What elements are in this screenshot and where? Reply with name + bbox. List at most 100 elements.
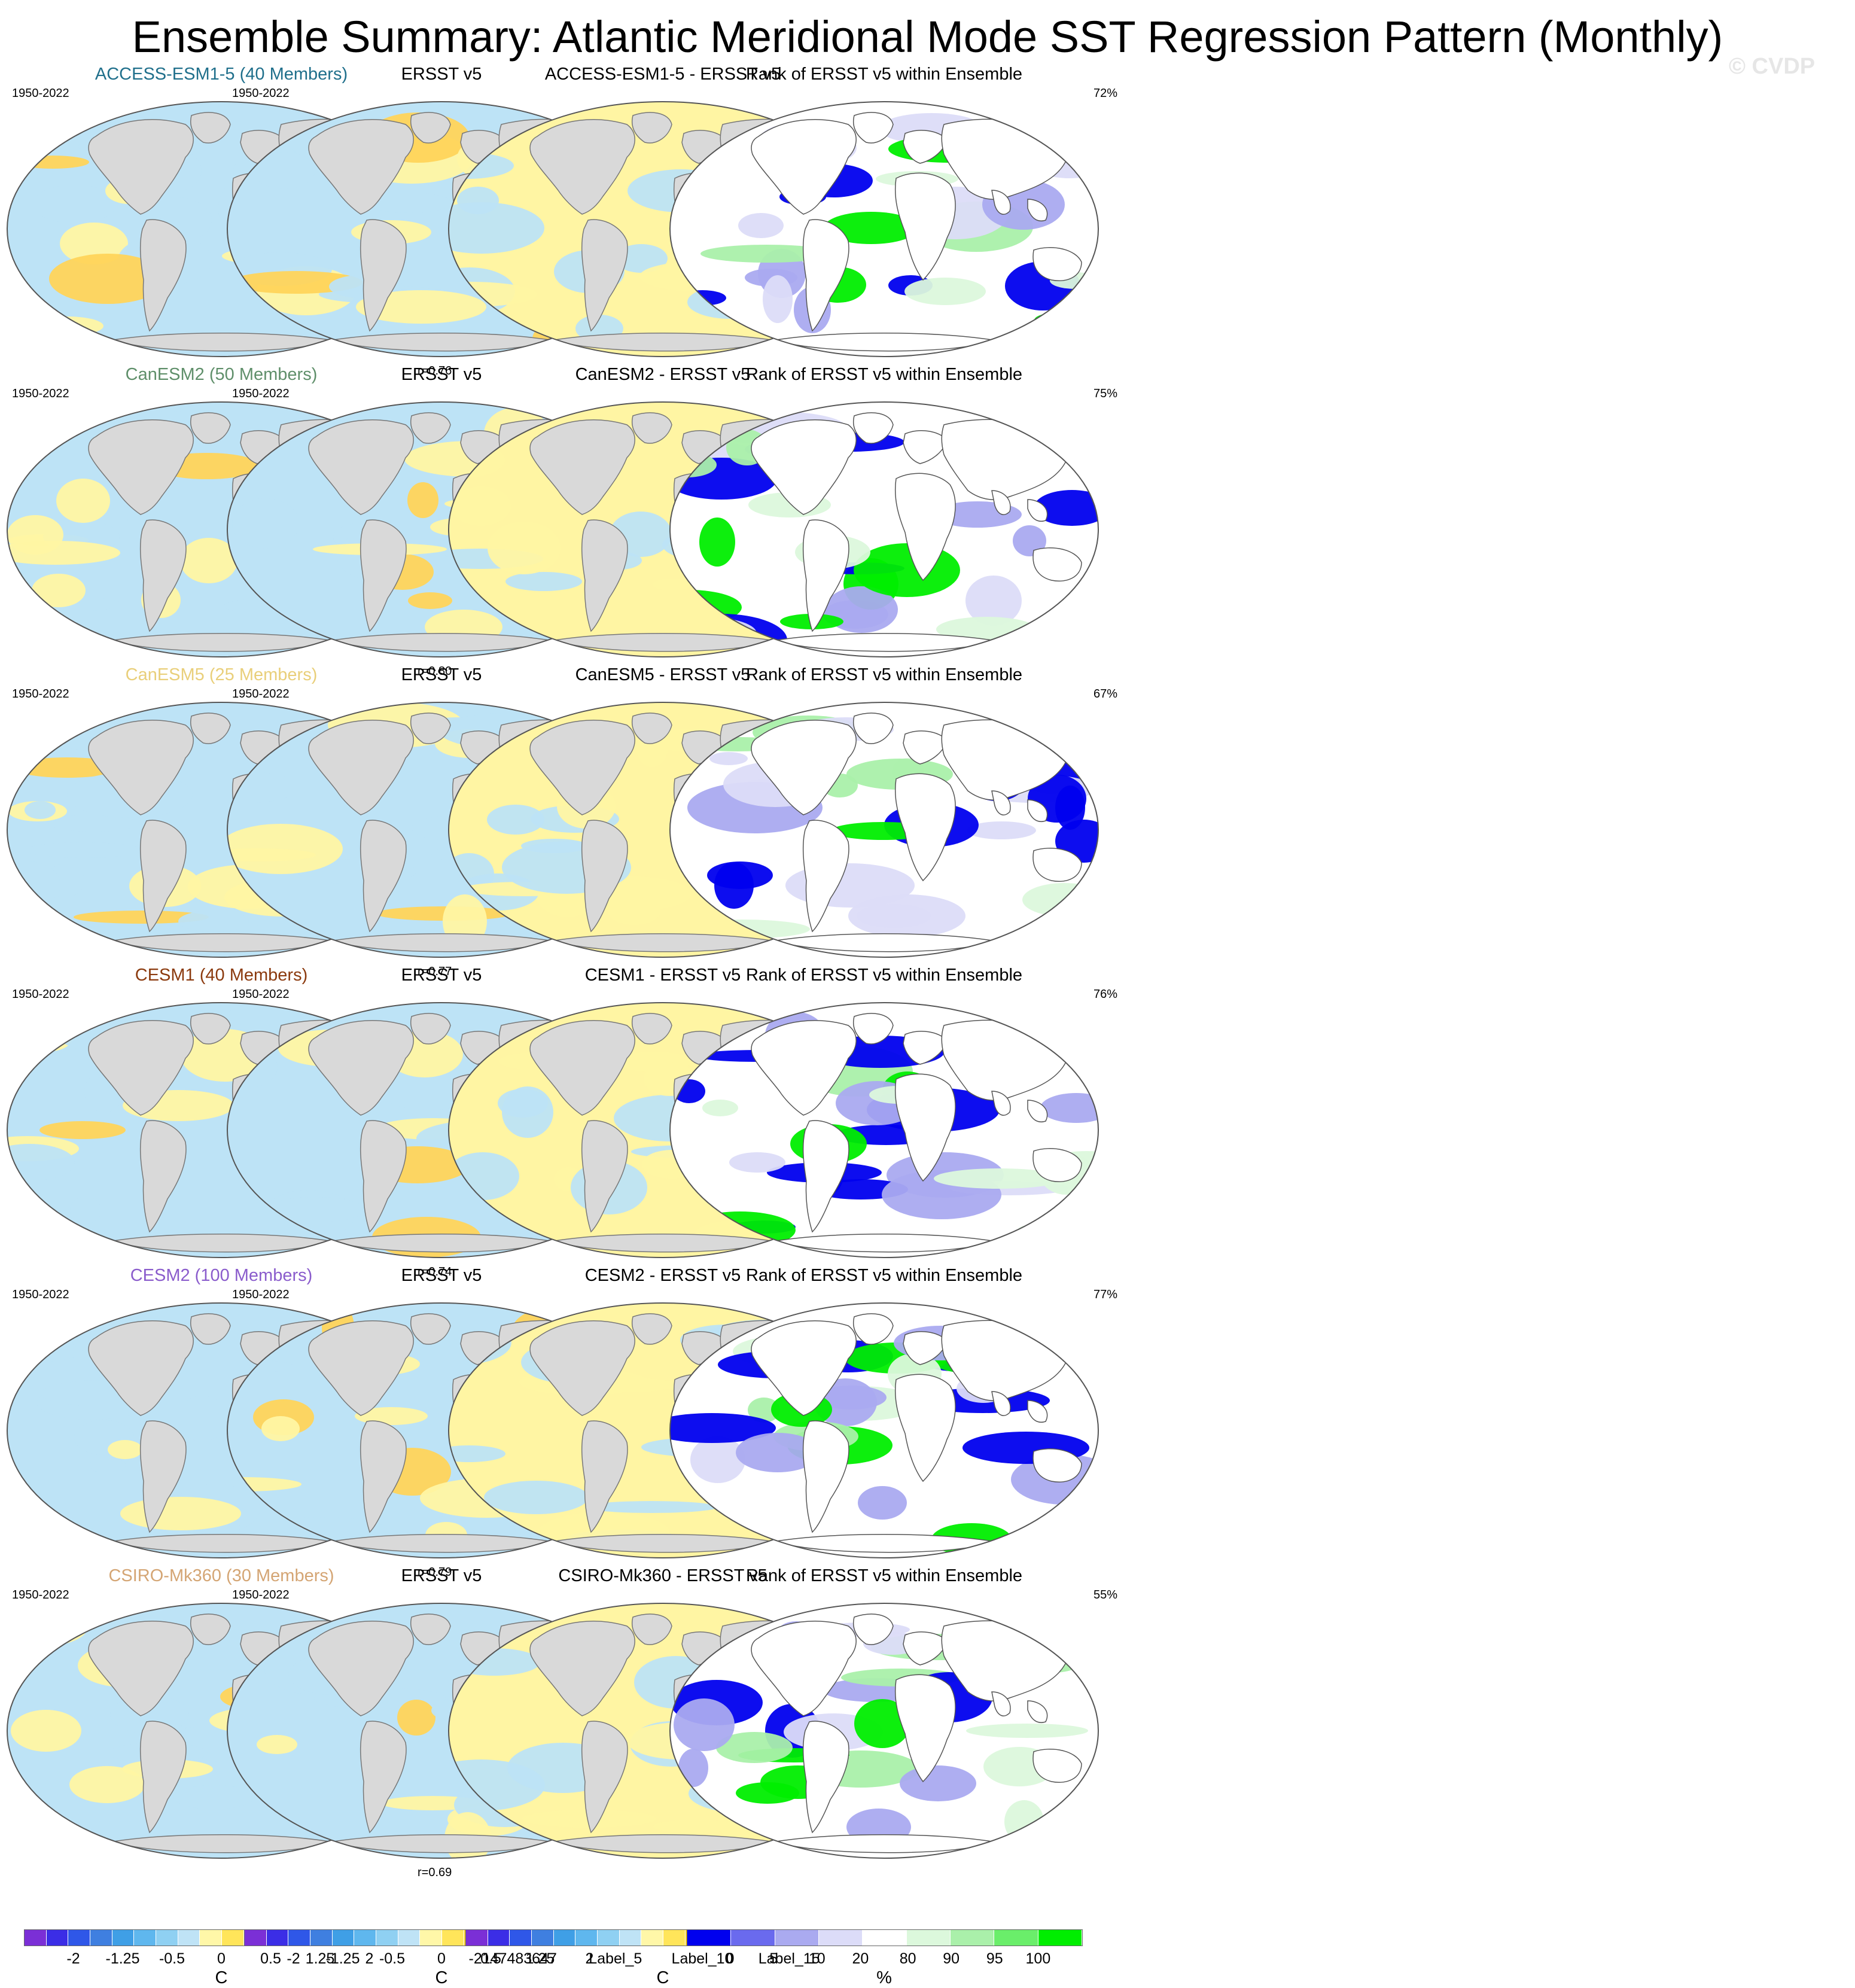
rank-colorbar (687, 1929, 1083, 1946)
period-label: 1950-2022 (232, 988, 290, 1001)
difference-title: CESM2 - ERSST v5 (584, 1266, 741, 1285)
colorbar-tick-label: -2 (287, 1950, 300, 1967)
colorbar-swatch (25, 1930, 47, 1946)
colorbar-tick-label: 20 (852, 1950, 869, 1967)
pattern-correlation-label: r=0.77 (418, 965, 452, 978)
colorbar-tick-label: 10 (808, 1950, 826, 1967)
rank-percent-label: 72% (1093, 87, 1118, 100)
rank-percent-label: 55% (1093, 1588, 1118, 1602)
period-label: 1950-2022 (232, 387, 290, 400)
colorbar-swatch (68, 1930, 91, 1946)
rank-map (669, 702, 1099, 958)
colorbar-tick-label: -0.5 (159, 1950, 185, 1967)
colorbar-swatch (178, 1930, 200, 1946)
colorbar-swatch (553, 1930, 576, 1946)
colorbar-swatch (134, 1930, 157, 1946)
pattern-correlation-label: r=0.80 (418, 665, 452, 678)
colorbar-swatch (818, 1930, 863, 1946)
colorbar-swatch (598, 1930, 620, 1946)
obs-title: ERSST v5 (401, 65, 482, 84)
colorbar-tick-label: 2 (585, 1950, 594, 1967)
colorbar-tick-label: 0 (726, 1950, 735, 1967)
colorbar-tick-label: 95 (986, 1950, 1003, 1967)
rank-percent-label: 67% (1093, 687, 1118, 701)
colorbar-swatch (950, 1930, 995, 1946)
page-title: Ensemble Summary: Atlantic Meridional Mo… (132, 12, 1723, 62)
colorbar-swatch (156, 1930, 178, 1946)
model-title: ACCESS-ESM1-5 (40 Members) (95, 65, 348, 84)
colorbar-swatch (663, 1930, 686, 1946)
rank-title: Rank of ERSST v5 within Ensemble (745, 665, 1023, 684)
obs-title: ERSST v5 (401, 1566, 482, 1585)
colorbar-unit-label: C (215, 1968, 228, 1987)
obs-title: ERSST v5 (401, 365, 482, 384)
rank-percent-label: 75% (1093, 387, 1118, 400)
period-label: 1950-2022 (12, 87, 69, 100)
rank-title: Rank of ERSST v5 within Ensemble (745, 365, 1023, 384)
obs-title: ERSST v5 (401, 1266, 482, 1285)
rank-map (669, 401, 1099, 657)
colorbar-swatch (687, 1930, 732, 1946)
colorbar-tick-label: 0.5 (480, 1950, 501, 1967)
colorbar-unit-label: C (435, 1968, 448, 1987)
colorbar-tick-label: Label_5 (589, 1950, 642, 1967)
colorbar-tick-label: 5 (769, 1950, 778, 1967)
rank-percent-label: 77% (1093, 1288, 1118, 1301)
cvdp-watermark: © CVDP (1729, 54, 1816, 79)
difference-title: ACCESS-ESM1-5 - ERSST v5 (544, 65, 781, 84)
colorbar-tick-label: 80 (899, 1950, 916, 1967)
pattern-correlation-label: r=0.76 (418, 364, 452, 377)
colorbar-swatch (376, 1930, 398, 1946)
pattern-correlation-label: r=0.69 (418, 1866, 452, 1879)
colorbar-swatch (112, 1930, 135, 1946)
colorbar-swatch (420, 1930, 443, 1946)
colorbar-unit-label: % (876, 1968, 892, 1987)
colorbar-unit-label: C (656, 1968, 669, 1987)
colorbar-swatch (488, 1930, 510, 1946)
model-title: CSIRO-Mk360 (30 Members) (108, 1566, 334, 1585)
period-label: 1950-2022 (232, 1588, 290, 1602)
period-label: 1950-2022 (12, 1288, 69, 1301)
colorbar-swatch (510, 1930, 532, 1946)
difference-title: CESM1 - ERSST v5 (584, 966, 741, 985)
colorbar-swatch (310, 1930, 333, 1946)
colorbar-swatch (575, 1930, 598, 1946)
pattern-correlation-label: r=0.79 (418, 1566, 452, 1579)
model-title: CESM2 (100 Members) (130, 1266, 313, 1285)
rank-title: Rank of ERSST v5 within Ensemble (745, 1266, 1023, 1285)
colorbar-tick-label: 90 (943, 1950, 960, 1967)
period-label: 1950-2022 (232, 87, 290, 100)
colorbar-swatch (863, 1930, 907, 1946)
colorbar-swatch (200, 1930, 223, 1946)
colorbar-swatch (288, 1930, 311, 1946)
colorbar-tick-label: 0 (217, 1950, 226, 1967)
model-title: CanESM2 (50 Members) (125, 365, 318, 384)
colorbar-swatch (442, 1930, 464, 1946)
colorbar-swatch (222, 1930, 244, 1946)
colorbar-tick-label: -1.25 (105, 1950, 140, 1967)
difference-title: CanESM5 - ERSST v5 (575, 665, 751, 684)
colorbar-tick-label: -2147483647 (468, 1950, 557, 1967)
rank-map (669, 101, 1099, 357)
colorbar-swatch (731, 1930, 775, 1946)
colorbar-swatch (245, 1930, 267, 1946)
obs-title: ERSST v5 (401, 966, 482, 985)
colorbar-swatch (398, 1930, 421, 1946)
model-title: CESM1 (40 Members) (135, 966, 308, 985)
difference-title: CanESM2 - ERSST v5 (575, 365, 751, 384)
colorbar-swatch (906, 1930, 951, 1946)
colorbar-tick-label: -2 (66, 1950, 80, 1967)
colorbar-swatch (619, 1930, 642, 1946)
colorbar-swatch (775, 1930, 819, 1946)
rank-title: Rank of ERSST v5 within Ensemble (745, 966, 1023, 985)
colorbar-swatch (532, 1930, 554, 1946)
colorbar-tick-label: Label_15 (758, 1950, 820, 1967)
period-label: 1950-2022 (12, 988, 69, 1001)
colorbar-tick-label: Label_10 (671, 1950, 733, 1967)
colorbar-tick-label: 100 (1025, 1950, 1051, 1967)
rank-title: Rank of ERSST v5 within Ensemble (745, 1566, 1023, 1585)
colorbar-tick-label: 0 (437, 1950, 446, 1967)
obs-title: ERSST v5 (401, 665, 482, 684)
colorbar-tick-label: 0.5 (260, 1950, 281, 1967)
colorbar-swatch (354, 1930, 377, 1946)
